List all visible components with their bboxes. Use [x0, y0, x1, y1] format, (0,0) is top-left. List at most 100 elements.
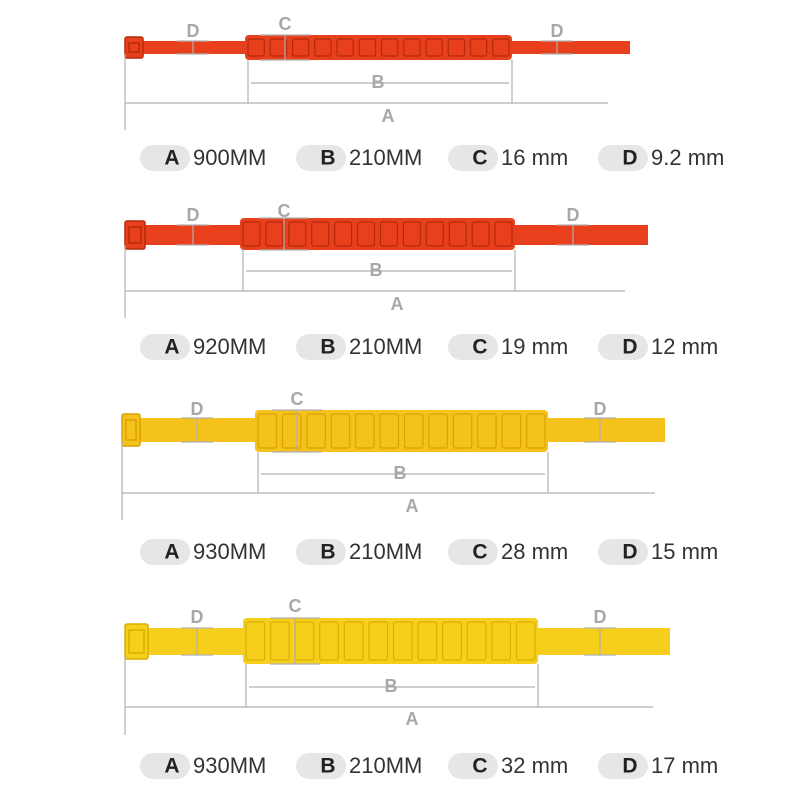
- spec-pill: [140, 539, 190, 565]
- grip-tooth: [425, 38, 443, 57]
- strap-head: [124, 220, 146, 250]
- spec-value: 210MM: [349, 539, 422, 564]
- grip-tooth: [355, 413, 375, 449]
- grip-tooth: [525, 413, 546, 449]
- spec-value: 15 mm: [651, 539, 718, 564]
- grip-tooth: [379, 221, 399, 247]
- grip-tooth: [380, 38, 399, 57]
- dimension-label: D: [187, 21, 200, 41]
- grip-tooth: [452, 413, 473, 449]
- grip-tooth: [265, 221, 284, 247]
- grip-tooth: [242, 221, 261, 247]
- spec-pill: [448, 539, 498, 565]
- grip-tooth: [319, 621, 339, 661]
- dimension-label: D: [191, 607, 204, 627]
- dimension-label: C: [291, 389, 304, 409]
- spec-pill: [296, 145, 346, 171]
- spec-pill: [448, 334, 498, 360]
- grip-tooth: [477, 413, 497, 449]
- spec-value: 210MM: [349, 334, 422, 359]
- grip-tooth: [291, 38, 310, 57]
- spec-value: 16 mm: [501, 145, 568, 170]
- spec-key: B: [320, 147, 335, 170]
- spec-key: B: [320, 755, 335, 778]
- spec-key: A: [164, 336, 179, 359]
- dimension-label: B: [385, 676, 398, 696]
- spec-key: A: [164, 541, 179, 564]
- grip-tooth: [402, 221, 421, 247]
- grip-tooth: [447, 38, 466, 57]
- strap-head: [121, 413, 141, 447]
- strap-head: [124, 36, 144, 59]
- spec-value: 9.2 mm: [651, 145, 724, 170]
- spec-key: C: [472, 755, 487, 778]
- grip-tooth: [257, 413, 278, 449]
- strap-grip: [240, 218, 515, 250]
- dimension-label: B: [370, 260, 383, 280]
- dimension-label: C: [279, 14, 292, 34]
- grip-tooth: [311, 221, 330, 247]
- spec-key: D: [622, 147, 637, 170]
- dimension-label: A: [406, 709, 419, 729]
- spec-value: 920MM: [193, 334, 266, 359]
- grip-tooth: [494, 221, 513, 247]
- spec-key: A: [164, 755, 179, 778]
- spec-value: 12 mm: [651, 334, 718, 359]
- spec-pill: [296, 753, 346, 779]
- spec-pill: [448, 145, 498, 171]
- spec-key: C: [472, 541, 487, 564]
- dimension-label: D: [191, 399, 204, 419]
- dimension-label: B: [394, 463, 407, 483]
- spec-pill: [296, 334, 346, 360]
- grip-tooth: [466, 621, 487, 661]
- spec-key: D: [622, 541, 637, 564]
- spec-key: B: [320, 336, 335, 359]
- grip-tooth: [469, 38, 488, 57]
- grip-tooth: [448, 221, 467, 247]
- grip-tooth: [417, 621, 438, 661]
- spec-key: C: [472, 336, 487, 359]
- spec-pill: [598, 145, 648, 171]
- spec-value: 930MM: [193, 539, 266, 564]
- spec-pill: [296, 539, 346, 565]
- spec-value: 210MM: [349, 753, 422, 778]
- grip-tooth: [403, 38, 421, 57]
- spec-pill: [598, 753, 648, 779]
- grip-tooth: [492, 38, 510, 57]
- grip-tooth: [269, 38, 288, 57]
- grip-tooth: [425, 221, 444, 247]
- spec-pill: [598, 539, 648, 565]
- spec-pill: [448, 753, 498, 779]
- grip-tooth: [306, 413, 326, 449]
- dimension-label: C: [289, 596, 302, 616]
- grip-tooth: [471, 221, 490, 247]
- grip-tooth: [269, 621, 290, 661]
- spec-pill: [140, 753, 190, 779]
- spec-key: D: [622, 755, 637, 778]
- spec-pill: [598, 334, 648, 360]
- grip-tooth: [281, 413, 302, 449]
- head-slot: [128, 629, 145, 654]
- grip-tooth: [356, 221, 376, 247]
- grip-tooth: [343, 621, 364, 661]
- grip-tooth: [379, 413, 400, 449]
- dimension-label: D: [594, 399, 607, 419]
- spec-pill: [140, 145, 190, 171]
- dimension-label: D: [594, 607, 607, 627]
- grip-tooth: [245, 621, 266, 661]
- spec-value: 900MM: [193, 145, 266, 170]
- dimension-label: B: [372, 72, 385, 92]
- grip-tooth: [442, 621, 462, 661]
- grip-tooth: [334, 221, 353, 247]
- grip-tooth: [515, 621, 536, 661]
- dimension-label: D: [551, 21, 564, 41]
- spec-key: D: [622, 336, 637, 359]
- strap-head: [124, 623, 149, 660]
- grip-tooth: [491, 621, 512, 661]
- grip-tooth: [330, 413, 351, 449]
- grip-tooth: [368, 621, 389, 661]
- grip-tooth: [336, 38, 354, 57]
- grip-tooth: [358, 38, 377, 57]
- spec-value: 19 mm: [501, 334, 568, 359]
